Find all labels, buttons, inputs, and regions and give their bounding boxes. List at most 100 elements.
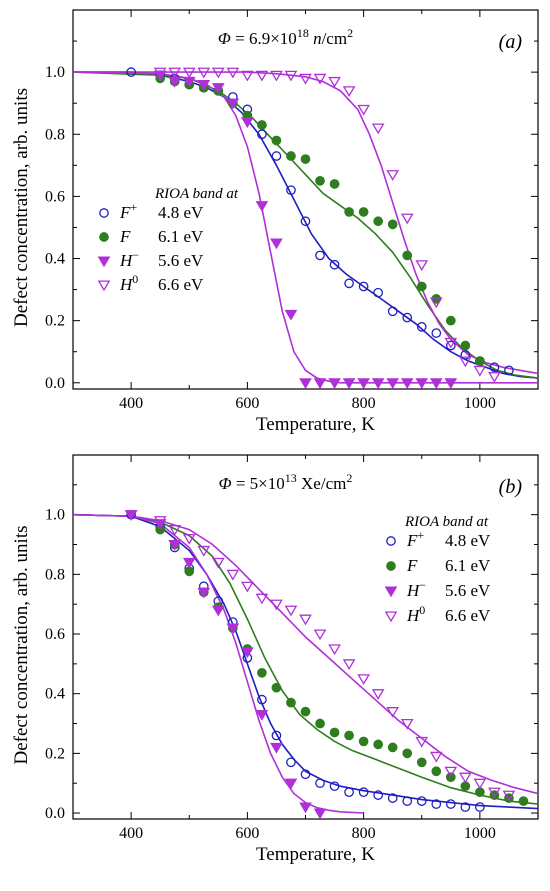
data-point — [328, 76, 341, 88]
data-point — [286, 151, 296, 161]
data-point — [488, 372, 501, 383]
data-point — [328, 644, 341, 656]
y-tick-label: 1.0 — [45, 507, 65, 524]
data-point — [387, 219, 398, 230]
legend-series-name: H — [119, 251, 134, 270]
data-point — [473, 778, 487, 790]
data-point — [373, 216, 384, 227]
data-point — [284, 309, 298, 321]
data-point — [299, 73, 312, 85]
fluence-value: = 5×10 — [232, 474, 285, 493]
data-point — [313, 73, 327, 85]
legend-series-name: F — [406, 556, 418, 575]
x-axis-label: Temperature, K — [256, 844, 375, 865]
plot-area — [73, 509, 538, 819]
data-point — [168, 539, 182, 551]
data-point — [342, 378, 356, 389]
legend-title: RIOA band at — [404, 514, 489, 530]
data-point — [358, 281, 369, 292]
data-point — [429, 751, 443, 763]
data-point — [358, 207, 369, 217]
data-point — [270, 742, 283, 754]
data-point — [241, 647, 254, 659]
data-point — [444, 766, 458, 778]
data-point — [226, 569, 240, 581]
legend-marker — [384, 586, 398, 598]
series-3 — [124, 510, 516, 802]
data-point — [431, 799, 442, 809]
data-point — [271, 682, 282, 693]
data-point — [400, 378, 414, 389]
legend-series-name: H — [406, 581, 421, 600]
data-point — [475, 802, 485, 812]
data-point — [329, 259, 340, 270]
data-point — [400, 718, 414, 730]
legend-marker — [386, 536, 396, 546]
data-point — [416, 796, 427, 806]
data-point — [402, 748, 413, 759]
y-tick-label: 0.2 — [45, 313, 65, 330]
data-point — [459, 356, 472, 368]
data-point — [445, 340, 456, 351]
data-point — [518, 796, 529, 806]
data-point — [313, 629, 327, 641]
data-point — [357, 104, 370, 116]
legend-entry-name: H0 — [119, 272, 138, 294]
legend-series-sup: − — [419, 578, 426, 592]
data-point — [315, 718, 325, 729]
data-point — [299, 378, 312, 389]
data-point — [387, 793, 398, 803]
fluence-unit: Xe/cm — [297, 474, 347, 493]
fit-curve-1 — [73, 513, 538, 805]
x-tick-label: 800 — [352, 825, 376, 842]
fluence-exponent: 18 — [297, 26, 309, 40]
y-axis-label: Defect concentration, arb. units — [11, 88, 32, 327]
chart-panel-b: 400 600 800 1000 0.0 0.2 0.4 0.6 0.8 1.0 Temperatu… — [11, 454, 539, 865]
data-point — [402, 250, 413, 261]
x-tick-label: 1000 — [464, 395, 496, 412]
data-point — [475, 356, 485, 366]
data-point — [182, 533, 196, 545]
data-point — [489, 362, 500, 373]
data-point — [300, 769, 311, 780]
data-point — [459, 772, 472, 784]
x-tick-label: 600 — [235, 825, 259, 842]
data-point — [445, 799, 456, 809]
data-point — [373, 287, 384, 298]
data-point — [300, 154, 311, 164]
fluence-unit: n — [313, 29, 322, 48]
data-point — [400, 213, 414, 225]
legend-entry-name: H− — [406, 578, 426, 600]
fluence-annotation: Φ = 6.9×1018 n/cm2 — [218, 26, 353, 48]
legend-entry-name: F — [406, 556, 418, 575]
data-point — [329, 727, 340, 738]
data-point — [344, 730, 354, 741]
x-axis-label: Temperature, K — [256, 414, 375, 435]
series-2 — [153, 70, 458, 389]
legend-series-name: F — [119, 203, 131, 222]
y-tick-label: 0.6 — [45, 626, 65, 643]
fit-curve-3 — [73, 513, 538, 795]
data-point — [257, 120, 267, 130]
legend-marker — [386, 561, 396, 571]
series-1 — [155, 73, 485, 366]
panel-label: (a) — [499, 31, 523, 53]
data-point — [211, 83, 225, 94]
fluence-unit-exponent: 2 — [346, 471, 352, 485]
data-point — [255, 70, 269, 82]
plot-frame — [72, 9, 539, 390]
legend-marker — [99, 208, 109, 218]
fluence-symbol: Φ — [219, 474, 232, 493]
data-point — [257, 667, 267, 678]
data-point — [315, 250, 325, 261]
legend-series-sup: − — [132, 248, 139, 262]
legend-energy: 5.6 eV — [158, 251, 204, 270]
data-point — [357, 674, 370, 685]
legend-marker — [97, 280, 111, 292]
data-point — [342, 86, 356, 97]
legend-energy: 6.1 eV — [158, 227, 204, 246]
data-point — [197, 80, 211, 91]
